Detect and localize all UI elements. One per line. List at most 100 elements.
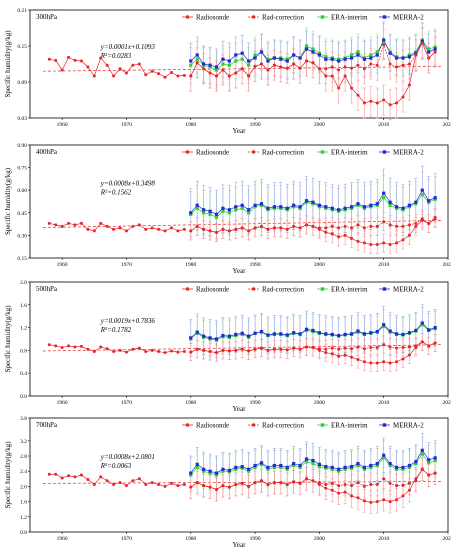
data-point [401, 238, 405, 242]
y-tick-label: 0.21 [17, 8, 27, 14]
data-point [272, 347, 276, 351]
data-point [433, 50, 437, 54]
data-point [86, 65, 90, 69]
data-point [337, 347, 341, 351]
markers-Rad-correction [189, 340, 437, 355]
data-point [169, 226, 173, 230]
data-point [337, 208, 341, 212]
data-point [234, 53, 238, 57]
data-point [253, 53, 257, 57]
data-point [401, 63, 405, 67]
data-point [195, 330, 199, 334]
markers-Rad-correction [189, 41, 437, 78]
legend-marker [382, 423, 387, 427]
data-point [433, 196, 437, 200]
data-point [311, 50, 315, 54]
data-point [305, 345, 309, 349]
data-point [279, 463, 283, 468]
data-point [92, 350, 96, 354]
data-point [253, 465, 257, 469]
data-point [86, 347, 90, 351]
legend-marker [382, 150, 387, 154]
data-point [362, 347, 366, 351]
data-point [330, 224, 334, 228]
data-point [234, 59, 238, 63]
data-point [279, 57, 283, 61]
markers-Rad-correction [189, 467, 437, 491]
x-tick-label: 1980 [185, 262, 196, 268]
data-point [414, 460, 418, 464]
data-point [350, 484, 354, 488]
data-point [382, 360, 386, 364]
data-point [388, 62, 392, 66]
data-point [202, 467, 206, 471]
data-point [382, 196, 386, 200]
y-tick-label: 0.15 [17, 256, 27, 262]
data-point [247, 208, 251, 212]
data-point [99, 56, 103, 60]
data-point [182, 483, 186, 486]
data-point [112, 227, 116, 231]
data-point [105, 63, 109, 67]
data-point [388, 51, 392, 55]
data-point [240, 347, 244, 351]
data-point [157, 72, 161, 76]
data-point [401, 346, 405, 350]
data-point [214, 65, 219, 69]
data-point [118, 226, 122, 230]
data-point [317, 203, 321, 207]
data-point [118, 348, 122, 352]
legend-marker [185, 150, 190, 154]
y-tick-label: 0.30 [17, 233, 27, 239]
data-point [420, 39, 424, 43]
data-point [221, 227, 225, 231]
data-point [144, 73, 148, 77]
x-tick-label: 1980 [185, 122, 196, 128]
y-tick-label: 2.0 [20, 280, 27, 286]
data-point [401, 357, 405, 361]
data-point [343, 332, 347, 337]
data-point [60, 476, 64, 480]
data-point [407, 481, 411, 485]
data-point [414, 479, 418, 483]
y-tick-label: 1.2 [20, 515, 27, 521]
y-tick-label: 0.09 [17, 80, 27, 86]
data-point [414, 221, 418, 225]
data-point [266, 348, 270, 352]
data-point [317, 462, 321, 466]
markers-MERRA-2 [189, 448, 437, 475]
data-point [131, 479, 135, 483]
data-point [124, 71, 128, 75]
data-point [305, 477, 309, 481]
data-point [285, 227, 289, 231]
data-point [176, 229, 180, 233]
data-point [369, 500, 373, 504]
data-point [362, 205, 366, 209]
markers-Radiosonde [47, 55, 186, 79]
data-point [208, 65, 212, 69]
data-point [292, 62, 296, 66]
data-point [407, 331, 412, 335]
data-point [227, 334, 231, 338]
data-point [259, 329, 264, 334]
data-point [298, 463, 302, 468]
data-point [317, 465, 321, 469]
data-point [311, 458, 315, 463]
data-point [407, 345, 411, 349]
legend-marker [320, 423, 325, 427]
data-point [388, 329, 392, 333]
x-tick-label: 2000 [314, 400, 325, 406]
trend-line [42, 219, 442, 228]
data-point [189, 59, 193, 63]
data-point [401, 465, 405, 469]
data-point [79, 221, 83, 225]
data-point [407, 488, 411, 492]
x-axis-title: Year [233, 405, 247, 413]
y-tick-label: 0.75 [17, 166, 27, 172]
data-point [382, 498, 386, 502]
data-point [247, 59, 251, 63]
markers-MERRA-2 [189, 188, 437, 216]
data-point [221, 62, 225, 66]
